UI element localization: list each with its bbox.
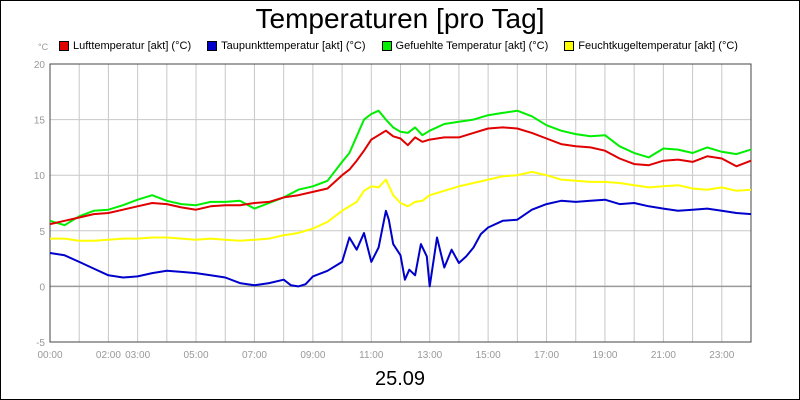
legend-item-taupunkttemperatur: Taupunkttemperatur [akt] (°C) [207,40,366,52]
x-tick-label: 03:00 [125,350,150,361]
y-tick-label: 0 [39,282,45,293]
series-line-feuchtkugeltemperatur [50,170,752,242]
legend-swatch [381,41,392,51]
x-tick-label: 11:00 [359,350,384,361]
legend-label: Lufttemperatur [akt] (°C) [73,40,192,52]
y-tick-label: 5 [39,227,45,238]
chart-legend: Lufttemperatur [akt] (°C) Taupunkttempera… [59,39,754,53]
series-line-taupunkttemperatur [49,198,752,288]
x-tick-label: 13:00 [417,350,442,361]
x-tick-label: 19:00 [592,350,617,361]
y-tick-label: 10 [34,171,46,182]
legend-item-lufttemperatur: Lufttemperatur [akt] (°C) [59,40,191,52]
x-tick-label: 15:00 [476,350,501,361]
y-tick-label: 15 [34,116,46,127]
legend-item-feuchtkugeltemperatur: Feuchtkugeltemperatur [akt] (°C) [564,40,738,52]
x-tick-label: 00:00 [37,350,62,361]
series-line-lufttemperatur [49,126,752,226]
legend-label: Feuchtkugeltemperatur [akt] (°C) [578,40,738,52]
y-tick-label: -5 [36,338,45,349]
date-label: 25.09 [374,368,426,390]
legend-swatch [564,41,575,51]
x-tick-label: 05:00 [184,350,209,361]
x-tick-label: 17:00 [534,350,559,361]
legend-swatch [59,41,69,51]
y-tick-label: 20 [34,60,46,71]
x-tick-label: 23:00 [709,350,734,361]
x-tick-label: 02:00 [96,350,121,361]
x-tick-label: 09:00 [300,350,325,361]
x-tick-label: 21:00 [651,350,676,361]
plot-area-border [49,63,752,343]
legend-label: Gefuehlte Temperatur [akt] (°C) [395,40,549,52]
x-tick-label: 07:00 [242,350,267,361]
legend-swatch [207,41,218,51]
legend-label: Taupunkttemperatur [akt] (°C) [221,40,366,52]
legend-item-gefuehlte-temperatur: Gefuehlte Temperatur [akt] (°C) [381,40,549,52]
y-unit-label: °C [38,42,49,52]
chart-title: Temperaturen [pro Tag] [255,3,545,34]
series-line-gefuehlte-temperatur [49,109,752,227]
